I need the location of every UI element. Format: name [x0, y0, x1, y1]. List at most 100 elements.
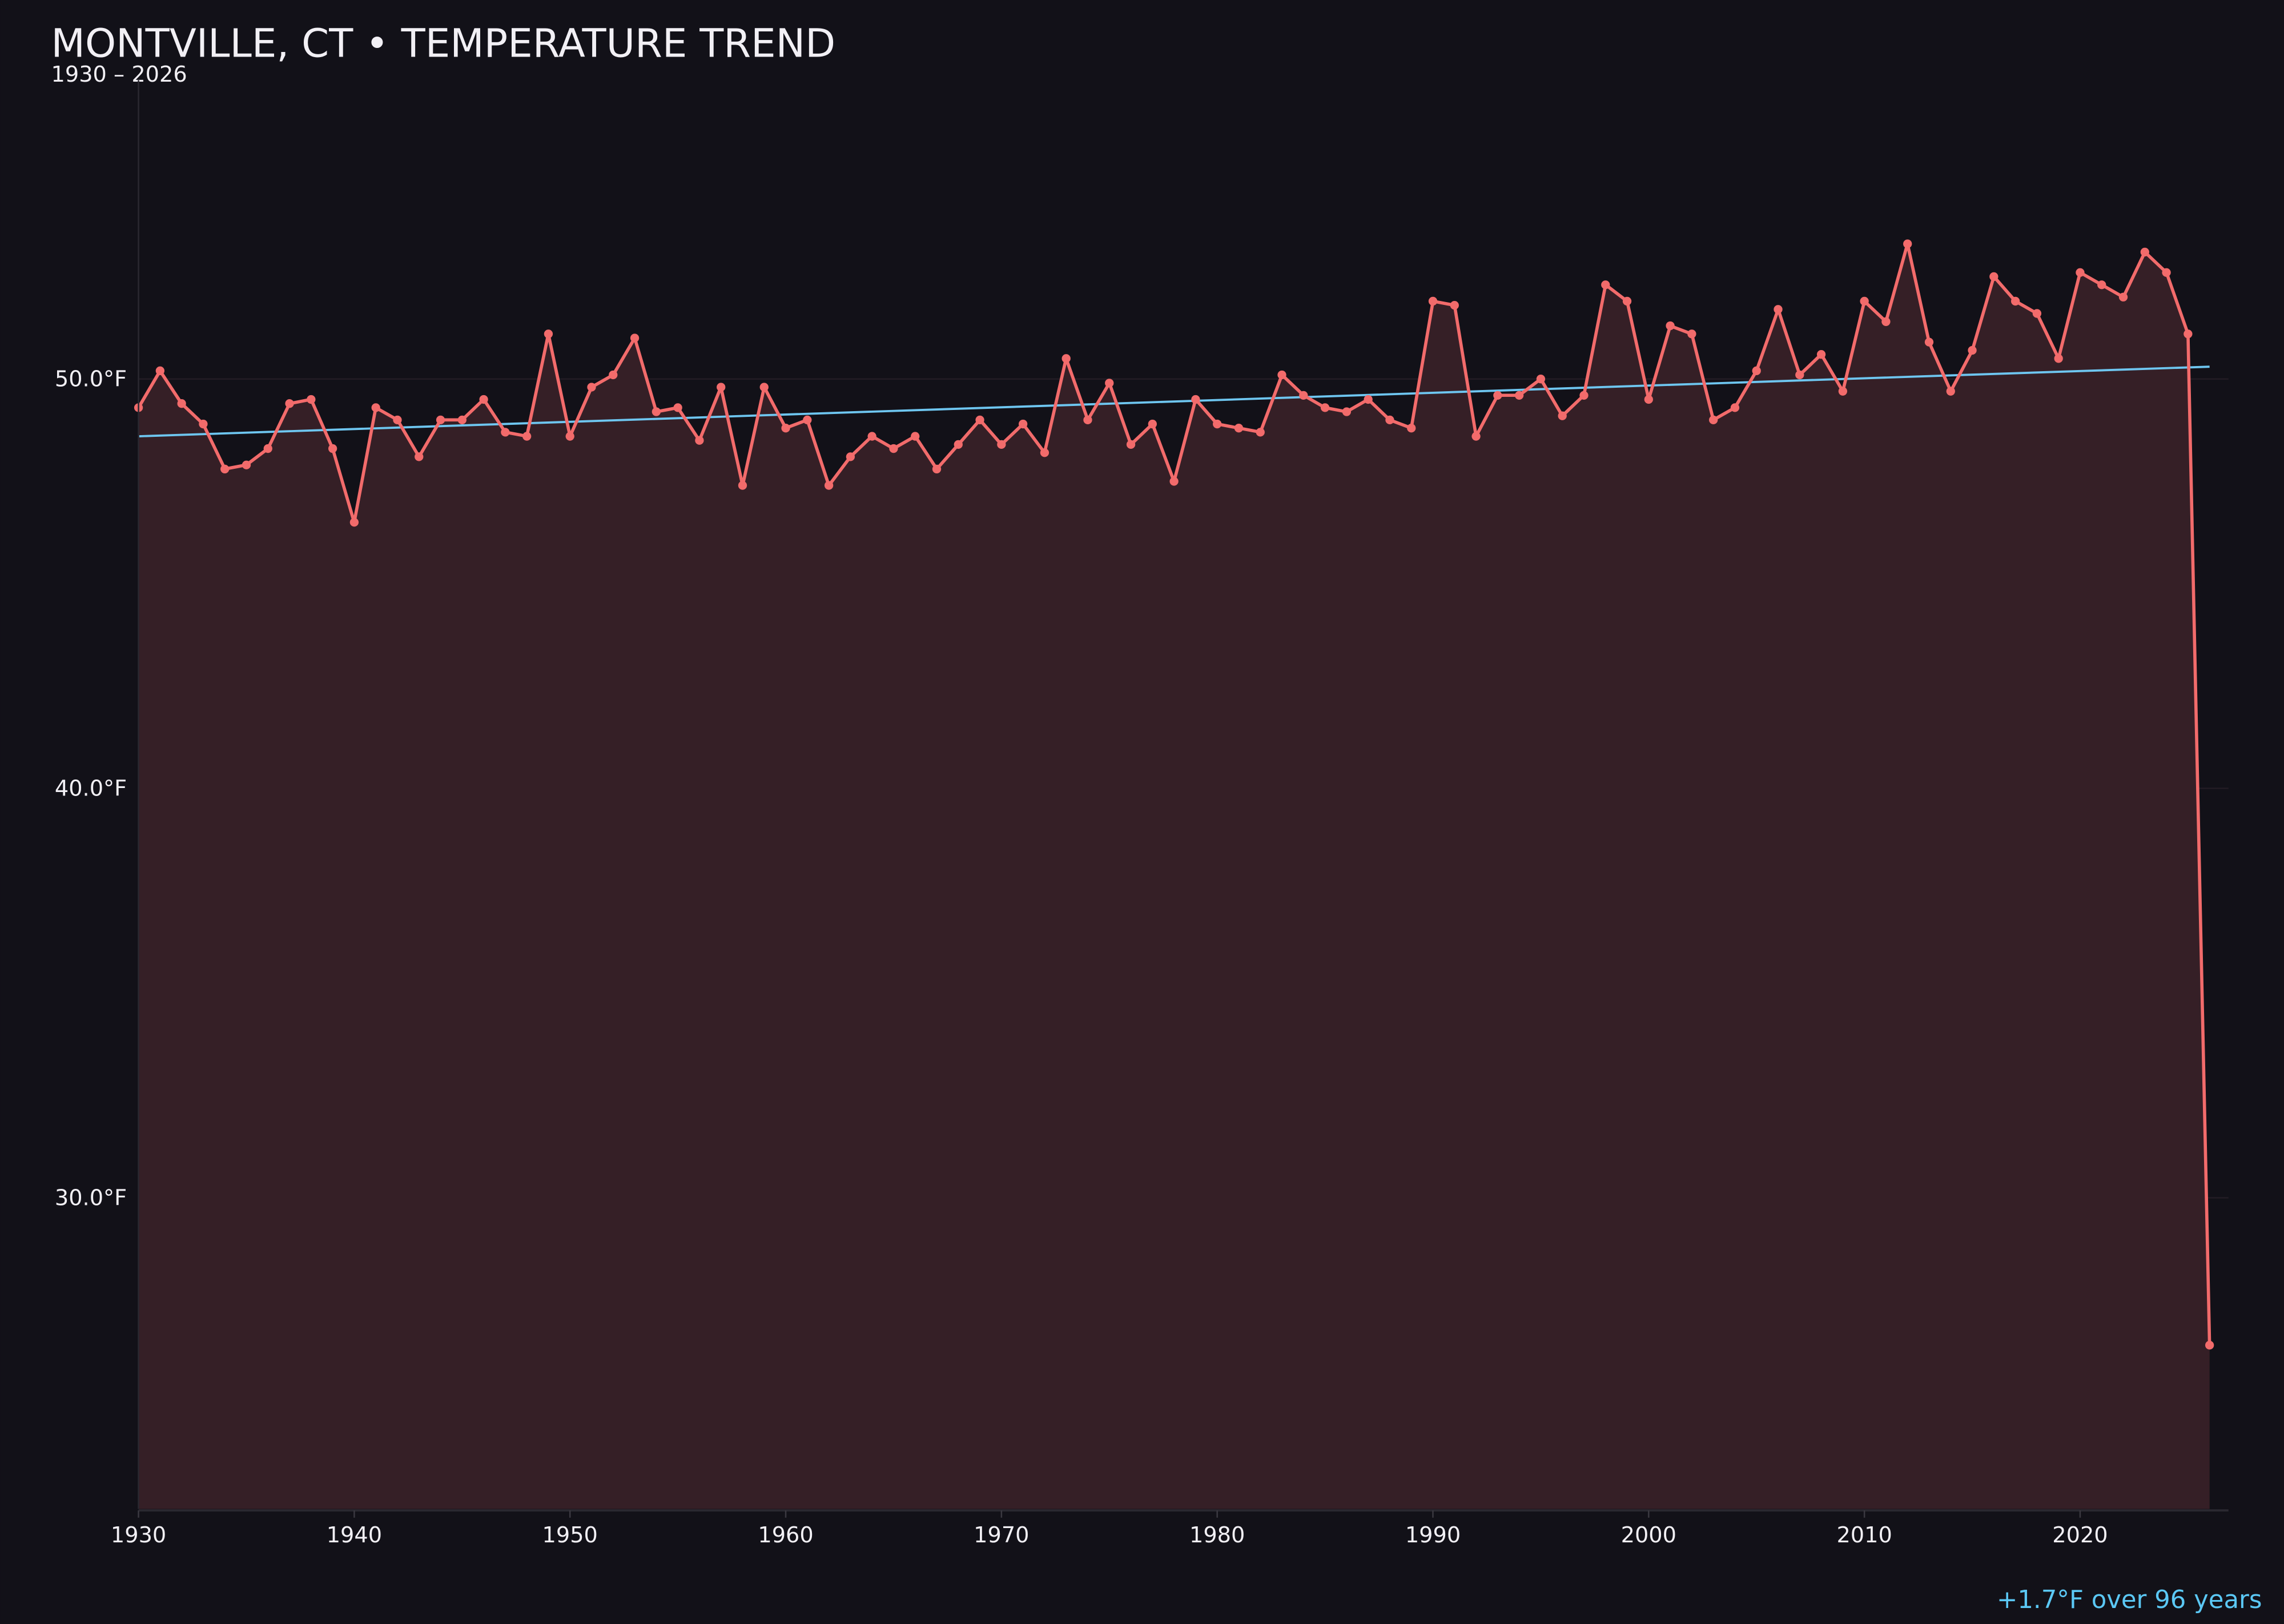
data-point: [609, 370, 618, 380]
data-point: [1687, 329, 1696, 339]
data-point: [1666, 321, 1675, 331]
data-point: [1105, 379, 1114, 388]
data-point: [889, 444, 898, 453]
axes: 30.0°F 40.0°F 50.0°F 1930 1940 1950 1960 1970 19…: [55, 80, 2229, 1548]
data-point: [695, 436, 704, 445]
x-tick-label: 2010: [1836, 1522, 1892, 1548]
data-point: [565, 432, 574, 441]
data-point: [2184, 329, 2193, 339]
data-point: [1277, 370, 1286, 380]
trend-annotation: +1.7°F over 96 years: [1997, 1586, 2262, 1614]
y-tick-label: 40.0°F: [55, 775, 127, 801]
data-point: [1083, 415, 1092, 425]
x-tick-label: 2000: [1621, 1522, 1676, 1548]
data-point: [1946, 387, 1955, 396]
data-point: [501, 428, 510, 437]
data-point: [544, 329, 553, 339]
data-point: [1450, 300, 1459, 310]
data-point: [177, 399, 186, 408]
y-tick-label: 30.0°F: [55, 1185, 127, 1211]
data-point: [1342, 407, 1352, 416]
data-point: [1320, 403, 1330, 412]
data-point: [1148, 419, 1157, 429]
data-point: [1579, 391, 1589, 400]
data-point: [1709, 415, 1718, 425]
data-point: [522, 432, 532, 441]
x-tick-label: 1940: [327, 1522, 382, 1548]
data-point: [2097, 280, 2106, 290]
x-tick-label: 1930: [111, 1522, 166, 1548]
data-point: [1040, 448, 1049, 457]
data-point: [220, 464, 230, 474]
data-point: [867, 432, 876, 441]
x-tick-label: 1960: [758, 1522, 813, 1548]
data-point: [2076, 268, 2085, 277]
data-point: [1838, 387, 1848, 396]
data-point: [1471, 432, 1481, 441]
data-point: [673, 403, 682, 412]
data-point: [630, 333, 640, 343]
data-point: [846, 452, 855, 461]
data-point: [242, 460, 251, 469]
data-point: [738, 481, 747, 490]
data-point: [1536, 375, 1546, 384]
data-point: [954, 440, 963, 449]
data-point: [2118, 292, 2128, 302]
data-point: [1191, 395, 1200, 404]
data-point: [997, 440, 1006, 449]
data-point: [803, 415, 812, 425]
trend-line: [138, 365, 2210, 437]
data-point: [199, 419, 208, 429]
data-point: [307, 395, 316, 404]
data-point: [415, 452, 424, 461]
y-tick-label: 50.0°F: [55, 366, 127, 392]
data-point: [1256, 428, 1265, 437]
x-tick-label: 1980: [1189, 1522, 1245, 1548]
data-point: [436, 415, 445, 425]
data-point: [1989, 272, 1998, 282]
data-point: [1601, 280, 1610, 290]
data-point: [457, 415, 467, 425]
data-point: [911, 432, 920, 441]
data-point: [1234, 424, 1244, 433]
data-point: [1558, 411, 1567, 420]
data-point: [1968, 345, 1977, 355]
data-point: [1213, 419, 1222, 429]
data-point: [1126, 440, 1136, 449]
data-point: [975, 415, 984, 425]
chart-title: MONTVILLE, CT • TEMPERATURE TREND: [51, 21, 836, 66]
data-point: [1493, 391, 1502, 400]
x-tick-label: 1950: [542, 1522, 598, 1548]
data-points: [134, 239, 2214, 1350]
data-point: [328, 444, 337, 453]
area-fill: [138, 243, 2210, 1509]
data-point: [932, 464, 942, 474]
data-point: [1169, 477, 1179, 486]
data-point: [1774, 305, 1783, 314]
data-point: [1730, 403, 1740, 412]
data-point: [2162, 268, 2171, 277]
data-point: [1795, 370, 1804, 380]
data-point: [2140, 247, 2149, 257]
data-point: [717, 383, 726, 392]
data-point: [1752, 366, 1761, 375]
data-point: [1407, 424, 1416, 433]
data-point: [1816, 350, 1826, 359]
data-point: [1018, 419, 1028, 429]
data-point: [1644, 395, 1653, 404]
data-point: [285, 399, 294, 408]
data-point: [2054, 354, 2063, 363]
data-point: [824, 481, 834, 490]
x-tick-label: 1990: [1405, 1522, 1461, 1548]
data-point: [263, 444, 272, 453]
x-tick-label: 1970: [974, 1522, 1029, 1548]
data-point: [1924, 337, 1934, 347]
data-point: [1061, 354, 1071, 363]
data-point: [1881, 317, 1891, 326]
chart-subtitle: 1930 – 2026: [51, 62, 187, 87]
data-point: [393, 415, 402, 425]
data-point: [1364, 395, 1373, 404]
data-point: [781, 424, 790, 433]
data-point: [652, 407, 661, 416]
